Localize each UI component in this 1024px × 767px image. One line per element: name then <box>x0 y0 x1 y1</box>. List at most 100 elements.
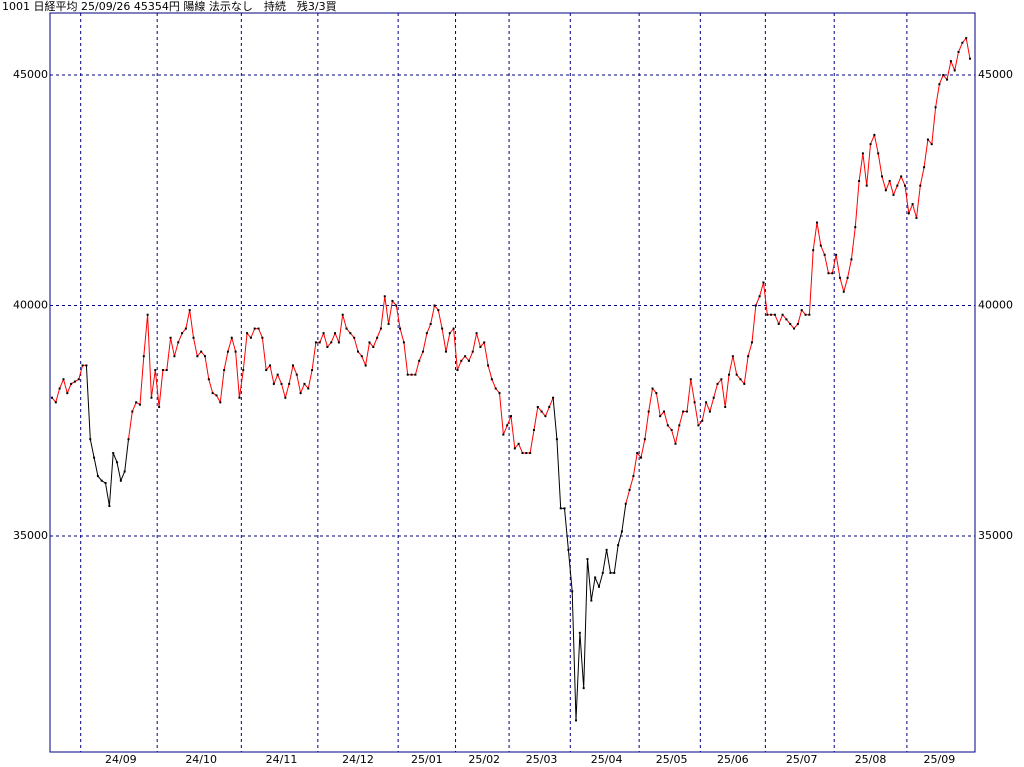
price-point <box>85 364 88 367</box>
price-point <box>269 364 272 367</box>
price-point <box>804 313 807 316</box>
price-point <box>204 355 206 358</box>
price-point <box>173 355 176 358</box>
price-point <box>471 350 474 353</box>
price-point <box>521 452 524 455</box>
price-point <box>357 350 359 353</box>
price-point <box>314 341 317 344</box>
price-point <box>184 327 187 330</box>
price-point <box>601 571 604 574</box>
price-point <box>154 369 157 372</box>
price-point <box>456 369 459 372</box>
price-point <box>540 410 543 413</box>
price-point <box>965 37 968 40</box>
price-point <box>337 341 340 344</box>
price-point <box>957 50 960 53</box>
price-point <box>418 359 421 362</box>
price-point <box>823 253 826 256</box>
price-point <box>938 83 941 86</box>
price-point <box>51 396 53 399</box>
price-point <box>502 433 505 436</box>
price-point <box>127 438 130 441</box>
price-point <box>873 133 876 136</box>
price-point <box>73 380 76 383</box>
price-point <box>104 482 107 485</box>
price-point <box>923 166 926 169</box>
price-point <box>701 419 704 422</box>
price-point <box>858 180 861 183</box>
price-point <box>272 382 275 385</box>
price-point <box>674 442 677 445</box>
price-point <box>54 401 57 404</box>
price-point <box>123 470 126 473</box>
price-point <box>196 355 199 358</box>
price-point <box>230 336 233 339</box>
price-point <box>226 350 229 353</box>
price-point <box>555 438 558 441</box>
price-point <box>257 327 260 330</box>
price-point <box>414 373 417 376</box>
y-tick-label-right: 45000 <box>978 68 1013 81</box>
price-point <box>640 456 643 459</box>
x-tick-label: 25/03 <box>526 753 558 766</box>
price-point <box>510 415 512 418</box>
price-point <box>517 442 520 445</box>
price-point <box>643 438 646 441</box>
price-point <box>750 341 753 344</box>
price-point <box>854 226 857 229</box>
price-line <box>85 365 129 507</box>
price-point <box>659 415 662 418</box>
price-point <box>311 369 314 372</box>
x-tick-label: 24/11 <box>266 753 298 766</box>
price-point <box>705 401 708 404</box>
price-point <box>590 599 593 602</box>
price-point <box>877 152 880 155</box>
price-point <box>712 396 715 399</box>
price-point <box>754 304 757 307</box>
price-point <box>544 415 547 418</box>
price-point <box>364 364 367 367</box>
price-point <box>747 355 750 358</box>
price-point <box>460 359 463 362</box>
price-point <box>758 295 761 298</box>
price-point <box>900 175 903 178</box>
price-point <box>685 410 688 413</box>
price-line <box>51 364 87 404</box>
price-point <box>383 295 386 298</box>
price-point <box>513 447 516 450</box>
price-point <box>452 327 455 330</box>
price-point <box>559 507 562 510</box>
price-point <box>422 350 425 353</box>
price-point <box>158 405 161 408</box>
price-point <box>89 438 92 441</box>
price-point <box>318 341 321 344</box>
price-point <box>796 322 799 325</box>
price-point <box>819 244 822 247</box>
price-point <box>620 530 623 533</box>
price-point <box>444 350 447 353</box>
price-point <box>693 401 696 404</box>
price-point <box>682 410 685 413</box>
price-point <box>536 405 539 408</box>
price-point <box>326 346 329 349</box>
price-point <box>116 461 119 464</box>
price-point <box>911 203 914 206</box>
price-point <box>135 401 138 404</box>
price-point <box>609 571 612 574</box>
price-point <box>448 332 451 335</box>
price-point <box>666 424 669 427</box>
price-point <box>770 313 773 316</box>
x-tick-label: 25/01 <box>411 753 443 766</box>
price-point <box>288 382 291 385</box>
price-point <box>930 143 933 146</box>
x-tick-label: 25/09 <box>924 753 956 766</box>
price-point <box>651 387 654 390</box>
price-point <box>410 373 413 376</box>
price-point <box>467 359 470 362</box>
price-point <box>299 392 302 395</box>
price-point <box>77 378 80 381</box>
price-point <box>265 369 268 372</box>
price-point <box>161 369 164 372</box>
price-point <box>793 327 796 330</box>
